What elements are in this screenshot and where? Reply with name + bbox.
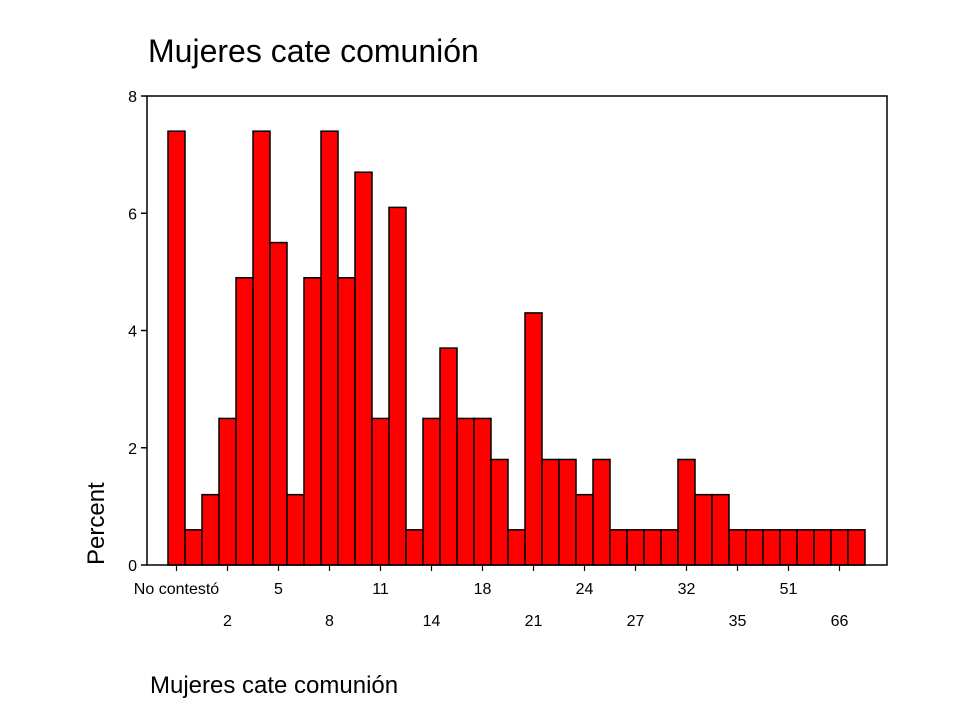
x-tick-label: 51 bbox=[780, 581, 798, 598]
bar bbox=[405, 529, 424, 566]
bar bbox=[354, 171, 373, 566]
x-tick-label: 24 bbox=[576, 581, 594, 598]
bar bbox=[371, 417, 390, 566]
bar bbox=[320, 130, 339, 566]
bar bbox=[524, 312, 543, 566]
bar bbox=[218, 417, 237, 566]
x-tick-label: 35 bbox=[729, 613, 747, 630]
bar bbox=[745, 529, 764, 566]
bar bbox=[507, 529, 526, 566]
bar bbox=[762, 529, 781, 566]
bar bbox=[235, 276, 254, 566]
bar bbox=[643, 529, 662, 566]
bar bbox=[337, 276, 356, 566]
chart-title: Mujeres cate comunión bbox=[148, 33, 479, 69]
bar bbox=[388, 206, 407, 566]
bar bbox=[626, 529, 645, 566]
x-tick-label: 21 bbox=[525, 613, 543, 630]
bar bbox=[286, 493, 305, 566]
y-axis: 0 2 4 6 8 bbox=[128, 89, 147, 575]
x-tick-label: 5 bbox=[274, 581, 283, 598]
bar bbox=[422, 417, 441, 566]
bar bbox=[711, 493, 730, 566]
bar bbox=[456, 417, 475, 566]
bar bbox=[184, 529, 203, 566]
bar bbox=[439, 347, 458, 566]
y-tick-label: 8 bbox=[128, 89, 137, 106]
x-tick-label: 27 bbox=[627, 613, 645, 630]
bar bbox=[609, 529, 628, 566]
x-tick-label: 66 bbox=[831, 613, 849, 630]
x-tick-label: 32 bbox=[678, 581, 696, 598]
bar bbox=[473, 417, 492, 566]
x-tick-label: 11 bbox=[372, 581, 389, 598]
bar bbox=[830, 529, 849, 566]
x-tick-label: No contestó bbox=[134, 581, 219, 598]
x-tick-label: 14 bbox=[423, 613, 441, 630]
plot-frame bbox=[146, 95, 888, 566]
bar bbox=[592, 458, 611, 566]
bar bbox=[813, 529, 832, 566]
bar bbox=[541, 458, 560, 566]
bar bbox=[779, 529, 798, 566]
x-axis: No contestó 5 11 18 24 32 51 2 8 14 21 27 35 66 bbox=[134, 565, 849, 630]
bar bbox=[728, 529, 747, 566]
y-tick-label: 2 bbox=[128, 441, 137, 458]
bar bbox=[558, 458, 577, 566]
bar bbox=[252, 130, 271, 566]
y-tick-label: 6 bbox=[128, 206, 137, 223]
x-tick-label: 8 bbox=[325, 613, 334, 630]
bar bbox=[677, 458, 696, 566]
bar bbox=[269, 241, 288, 566]
y-axis-label: Percent bbox=[83, 482, 110, 565]
bar bbox=[201, 493, 220, 566]
x-axis-title: Mujeres cate comunión bbox=[150, 672, 398, 699]
bar bbox=[796, 529, 815, 566]
y-tick-label: 4 bbox=[128, 324, 137, 341]
bar bbox=[303, 276, 322, 566]
bar bbox=[660, 529, 679, 566]
bars bbox=[167, 130, 866, 566]
x-tick-label: 2 bbox=[223, 613, 232, 630]
bar bbox=[847, 529, 866, 566]
bar bbox=[575, 493, 594, 566]
y-tick-label: 0 bbox=[128, 558, 137, 575]
x-tick-label: 18 bbox=[474, 581, 492, 598]
bar bbox=[694, 493, 713, 566]
bar bbox=[490, 458, 509, 566]
bar bbox=[167, 130, 186, 566]
